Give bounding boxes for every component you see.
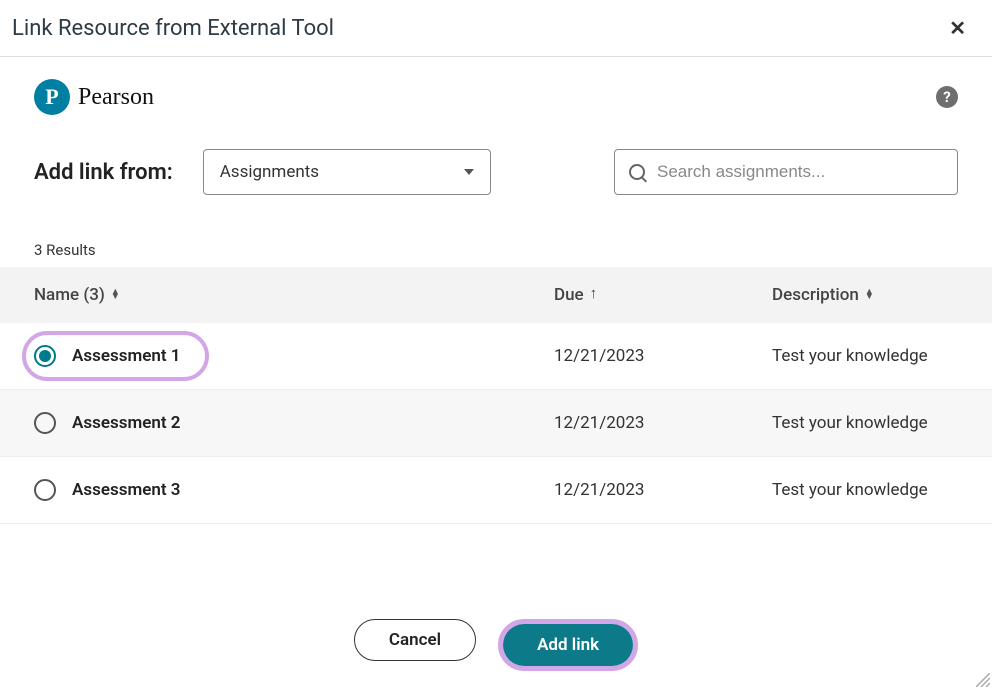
close-icon[interactable]: ✕ (943, 10, 972, 46)
column-header-description[interactable]: Description ▲▼ (772, 285, 958, 305)
row-name-label: Assessment 1 (72, 346, 181, 366)
column-header-description-label: Description (772, 285, 859, 305)
sort-icon: ▲▼ (865, 290, 874, 300)
column-header-due[interactable]: Due ↑ (554, 285, 772, 305)
brand: P Pearson (34, 79, 154, 115)
dialog-header: Link Resource from External Tool ✕ (0, 0, 992, 57)
source-select[interactable]: Assignments (203, 149, 491, 195)
sort-icon: ▲▼ (111, 290, 120, 300)
row-name-label: Assessment 2 (72, 413, 181, 433)
add-link-highlight: Add link (498, 619, 638, 671)
chevron-down-icon (464, 169, 474, 175)
cell-description: Test your knowledge (772, 413, 958, 433)
resize-grip-icon[interactable] (976, 673, 990, 687)
results-count: 3 Results (34, 241, 958, 259)
results-table: Name (3) ▲▼ Due ↑ Description ▲▼ Assessm… (0, 267, 992, 524)
cell-description: Test your knowledge (772, 346, 958, 366)
radio-select[interactable] (34, 479, 56, 501)
dialog-footer: Cancel Add link (0, 619, 992, 671)
add-link-button[interactable]: Add link (503, 624, 633, 666)
search-box[interactable] (614, 149, 958, 195)
column-header-name[interactable]: Name (3) ▲▼ (34, 285, 554, 305)
dialog-content: P Pearson ? Add link from: Assignments 3… (0, 57, 992, 524)
source-select-value: Assignments (220, 162, 319, 182)
cell-name: Assessment 3 (34, 479, 554, 501)
column-header-due-label: Due (554, 285, 584, 305)
radio-select[interactable] (34, 412, 56, 434)
row-name-label: Assessment 3 (72, 480, 181, 500)
brand-row: P Pearson ? (34, 79, 958, 115)
table-row[interactable]: Assessment 1 12/21/2023Test your knowledg… (0, 323, 992, 390)
table-row[interactable]: Assessment 2 12/21/2023Test your knowledg… (0, 390, 992, 457)
filter-label: Add link from: (34, 160, 173, 185)
brand-logo-icon: P (34, 79, 70, 115)
cell-description: Test your knowledge (772, 480, 958, 500)
table-row[interactable]: Assessment 3 12/21/2023Test your knowledg… (0, 457, 992, 524)
sort-up-icon: ↑ (590, 288, 598, 298)
selection-highlight: Assessment 1 (22, 331, 209, 381)
column-header-name-label: Name (3) (34, 285, 105, 305)
cell-due: 12/21/2023 (554, 346, 772, 366)
cell-due: 12/21/2023 (554, 413, 772, 433)
brand-name: Pearson (78, 84, 154, 111)
cell-name: Assessment 1 (34, 345, 554, 367)
table-body: Assessment 112/21/2023Test your knowledg… (0, 323, 992, 524)
filter-row: Add link from: Assignments (34, 149, 958, 195)
radio-select[interactable] (34, 345, 56, 367)
cancel-button[interactable]: Cancel (354, 619, 476, 661)
cell-due: 12/21/2023 (554, 480, 772, 500)
dialog-title: Link Resource from External Tool (12, 16, 334, 41)
cell-name: Assessment 2 (34, 412, 554, 434)
table-header: Name (3) ▲▼ Due ↑ Description ▲▼ (0, 267, 992, 323)
search-icon (629, 164, 645, 180)
help-icon[interactable]: ? (936, 86, 958, 108)
search-input[interactable] (655, 161, 943, 183)
